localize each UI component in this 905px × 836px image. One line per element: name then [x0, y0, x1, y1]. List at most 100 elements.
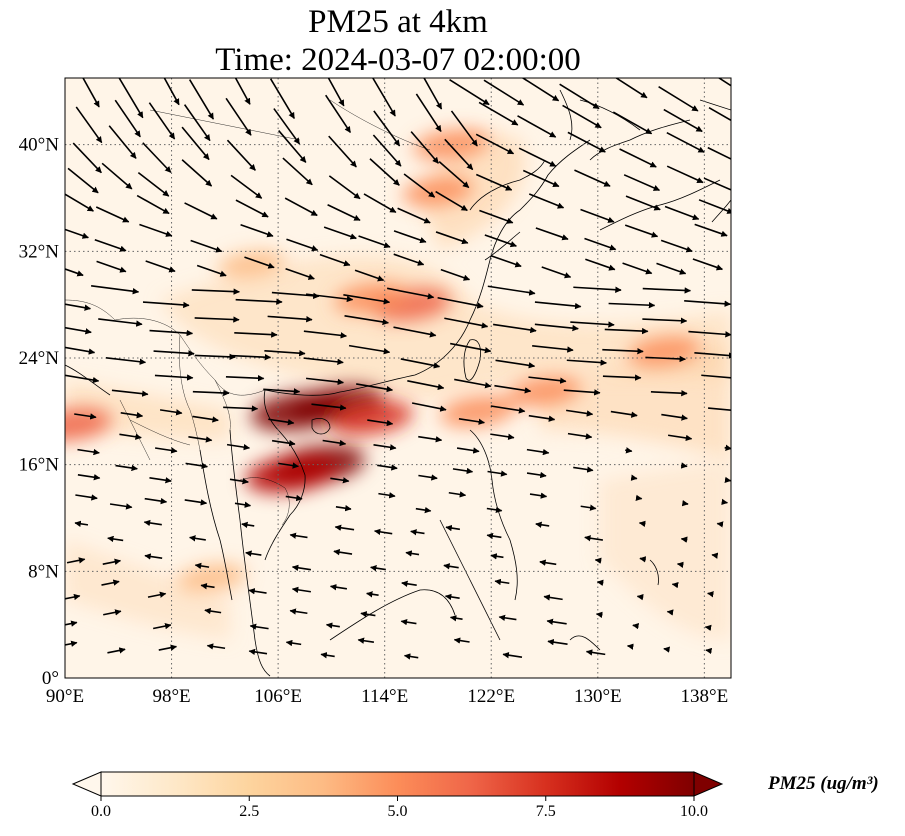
wind-vector-175	[701, 374, 731, 379]
wind-vector-306	[158, 644, 178, 651]
wind-vector-295	[360, 611, 376, 618]
wind-vector-168	[407, 380, 445, 391]
wind-vector-22	[325, 94, 352, 134]
wind-vector-69	[284, 197, 318, 217]
wind-vector-260	[245, 550, 262, 557]
wind-vector-80	[65, 228, 89, 239]
wind-vector-1	[118, 78, 144, 119]
wind-vector-52	[230, 174, 263, 199]
wind-vector-170	[494, 384, 532, 394]
wind-vector-273	[101, 579, 120, 586]
wind-vector-289	[103, 609, 122, 616]
y-tick-label-4: 32°N	[19, 241, 60, 262]
wind-vector-124	[573, 286, 622, 293]
wind-vector-11	[521, 78, 560, 102]
wind-vector-49	[101, 162, 133, 190]
pm25-plume-6	[334, 282, 409, 314]
wind-vector-319	[705, 647, 713, 655]
colorbar-min-extension	[71, 771, 102, 797]
wind-vector-57	[438, 161, 470, 189]
wind-vector-261	[291, 564, 312, 571]
colorbar-tick-label-0: 0.0	[91, 803, 111, 820]
wind-vector-48	[67, 167, 99, 194]
wind-vector-115	[191, 288, 240, 295]
wind-vector-113	[91, 285, 140, 295]
wind-vector-247	[374, 528, 393, 536]
wind-vector-226	[144, 497, 168, 505]
wind-vector-58	[475, 173, 513, 191]
wind-vector-97	[96, 260, 127, 273]
wind-vector-132	[234, 331, 278, 338]
wind-vector-207	[724, 444, 731, 451]
wind-vector-305	[107, 647, 126, 654]
wind-vector-198	[322, 439, 347, 447]
wind-vector-20	[225, 97, 252, 136]
wind-vector-212	[229, 478, 249, 485]
wind-vector-133	[267, 315, 313, 323]
wind-vector-72	[397, 207, 431, 224]
wind-vector-177	[120, 412, 144, 419]
wind-vector-308	[248, 648, 268, 656]
y-tick-label-0: 0°	[42, 668, 59, 689]
wind-vector-33	[108, 125, 137, 159]
wind-vector-318	[663, 646, 671, 653]
wind-vector-50	[137, 171, 170, 197]
wind-vector-277	[291, 586, 311, 594]
wind-vector-185	[458, 418, 485, 425]
wind-vector-216	[418, 474, 438, 481]
wind-vector-274	[147, 591, 167, 598]
wind-vector-213	[278, 462, 299, 469]
wind-vector-73	[435, 190, 468, 212]
wind-vector-120	[386, 287, 435, 300]
wind-vector-95	[694, 223, 728, 237]
wind-vector-258	[144, 553, 163, 560]
wind-vector-144	[65, 346, 96, 355]
wind-vector-236	[580, 504, 597, 511]
wind-vector-266	[490, 553, 504, 560]
wind-vector-108	[585, 258, 616, 271]
wind-vector-230	[335, 505, 352, 512]
wind-vector-151	[348, 344, 391, 355]
wind-vector-188	[566, 409, 594, 417]
wind-vector-107	[541, 266, 572, 279]
wind-vector-152	[400, 358, 441, 369]
wind-vector-37	[278, 130, 307, 163]
wind-vector-251	[535, 521, 550, 528]
wind-vector-36	[226, 139, 256, 171]
x-tick-label-4: 122°E	[467, 686, 515, 707]
wind-vector-297	[449, 615, 463, 622]
wind-vector-83	[190, 239, 223, 253]
wind-vector-45	[619, 148, 657, 168]
wind-vector-47	[707, 146, 731, 160]
wind-vector-218	[487, 470, 508, 477]
wind-vector-43	[518, 147, 557, 167]
wind-vector-30	[663, 108, 703, 133]
wind-vector-12	[559, 83, 600, 110]
wind-vector-312	[403, 653, 419, 660]
wind-vector-202	[490, 433, 515, 440]
wind-vector-240	[74, 520, 89, 527]
wind-vector-179	[192, 415, 219, 423]
wind-vector-263	[370, 565, 386, 572]
wind-vector-275	[200, 583, 215, 590]
wind-vector-264	[405, 550, 420, 557]
wind-vector-70	[327, 204, 361, 221]
wind-vector-217	[452, 467, 474, 475]
wind-vector-35	[181, 126, 210, 161]
wind-vector-78	[664, 205, 700, 221]
wind-vector-215	[377, 464, 398, 471]
wind-vector-62	[666, 165, 704, 184]
wind-vector-307	[206, 643, 226, 650]
colorbar-tick-label-4: 10.0	[680, 803, 708, 820]
wind-vector-39	[372, 134, 402, 167]
wind-vector-121	[437, 296, 484, 309]
wind-vector-267	[539, 559, 557, 566]
wind-vector-246	[334, 524, 355, 531]
wind-vector-89	[435, 231, 469, 245]
wind-vector-157	[602, 347, 644, 355]
wind-vector-147	[195, 353, 236, 361]
wind-vector-98	[145, 260, 176, 273]
wind-vector-91	[535, 227, 569, 241]
wind-vector-241	[107, 535, 124, 543]
